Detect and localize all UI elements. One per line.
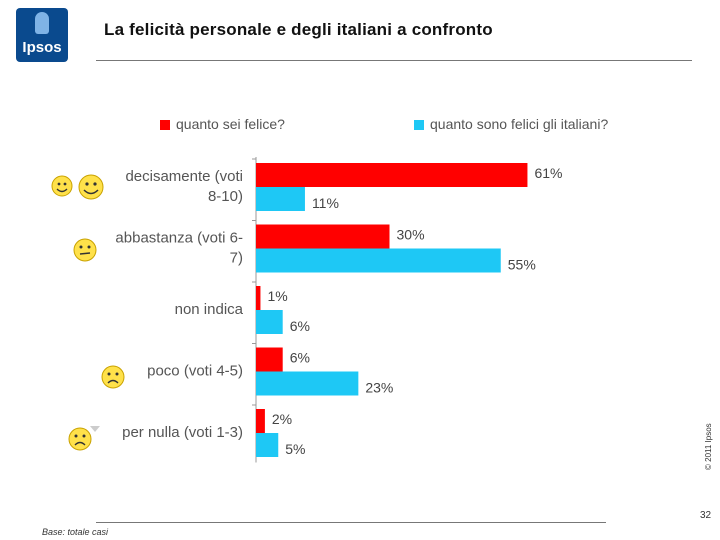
- page-number: 32: [700, 510, 712, 521]
- sad-smiley-icon: [68, 426, 100, 451]
- bar-italians: [256, 433, 279, 457]
- worried-smiley-icon: [101, 365, 125, 389]
- category-label: non indica: [175, 301, 244, 318]
- data-label: 30%: [397, 227, 425, 243]
- ipsos-logo: Ipsos: [16, 8, 68, 62]
- bar-personal: [256, 409, 265, 433]
- bar-italians: [256, 248, 501, 273]
- category-label: per nulla (voti 1-3): [122, 424, 243, 441]
- bar-personal: [256, 347, 283, 372]
- bar-personal: [256, 163, 528, 187]
- category-label: abbastanza (voti 6-7): [115, 230, 243, 267]
- logo-mark-icon: [35, 12, 49, 34]
- data-label: 1%: [267, 288, 287, 304]
- category-label: poco (voti 4-5): [147, 363, 243, 380]
- content-smiley-icon: [73, 238, 97, 262]
- data-label: 6%: [290, 318, 310, 334]
- legend-label-italians: quanto sono felici gli italiani?: [430, 116, 609, 132]
- footer-divider: [96, 522, 606, 523]
- base-note: Base: totale casi: [42, 527, 109, 537]
- bar-personal: [256, 224, 390, 249]
- bar-italians: [256, 310, 283, 334]
- legend-swatch-cyan-icon: [414, 120, 424, 131]
- data-label: 5%: [285, 441, 305, 457]
- legend-item-italians: quanto sono felici gli italiani?: [414, 116, 608, 132]
- logo-text: Ipsos: [22, 39, 62, 56]
- data-label: 2%: [272, 411, 292, 427]
- page-title: La felicità personale e degli italiani a…: [104, 20, 493, 39]
- data-label: 6%: [290, 350, 310, 366]
- happy-smiley-icon: [51, 174, 104, 200]
- data-label: 61%: [534, 165, 562, 181]
- data-label: 55%: [508, 257, 536, 273]
- bar-italians: [256, 371, 359, 396]
- data-label: 11%: [312, 195, 339, 211]
- title-divider: [96, 60, 692, 61]
- legend-item-personal: quanto sei felice?: [160, 116, 285, 132]
- copyright-note: © 2011 Ipsos: [704, 423, 713, 470]
- legend-swatch-red-icon: [160, 120, 170, 131]
- bar-personal: [256, 286, 261, 310]
- category-label: decisamente (voti 8-10): [125, 168, 243, 205]
- bar-italians: [256, 187, 305, 211]
- legend-label-personal: quanto sei felice?: [176, 116, 285, 132]
- data-label: 23%: [365, 380, 393, 396]
